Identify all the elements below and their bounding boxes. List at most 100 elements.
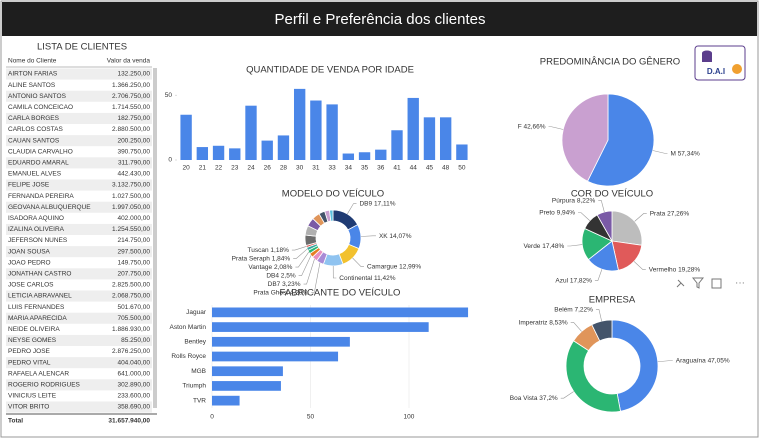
client-name: VINICIUS LEITE [8,393,57,400]
client-name: VITOR BRITO [8,404,49,411]
y-tick-label: Bentley [184,339,206,346]
sale-value: 2.706.750,00 [112,93,150,100]
pin-icon[interactable] [676,279,685,288]
x-tick-label: 48 [442,165,450,172]
sale-value: 2.876.250,00 [112,348,150,355]
x-tick-label: 50 [458,165,466,172]
client-name: LUIS FERNANDES [8,304,65,311]
logo-icon [702,53,712,62]
y-tick-label: 0 [168,157,172,164]
slice-name: Prata Seraph [232,255,271,262]
row-band [6,157,152,169]
bar [310,100,322,160]
sale-value: 1.714.550,00 [112,104,150,111]
bar [212,381,281,391]
slice-name: Vantage [248,264,272,271]
row-band [6,268,152,280]
y-tick-label: Rolls Royce [171,353,206,360]
slice-label: Prata 27,26% [650,210,690,217]
leader-line [347,203,357,215]
sale-value: 641.000,00 [117,370,150,377]
row-band [6,68,152,80]
total-label: Total [8,418,23,425]
slice [611,319,659,412]
client-name: RAFAELA ALENCAR [8,370,69,377]
visual-icons: ··· [676,277,745,289]
leader-line [311,262,321,293]
slice-label: DB7 3,23% [268,281,301,288]
client-name: LETICIA ABRAVANEL [8,293,72,300]
slice-label: Prata Seraph 1,84% [232,255,291,262]
x-tick-label: 31 [312,165,320,172]
more-icon[interactable]: ··· [735,278,745,289]
x-tick-label: 24 [247,165,255,172]
sale-value: 402.000,00 [117,215,150,222]
y-tick-label: Jaguar [186,309,207,316]
leader-line [567,244,583,247]
x-tick-label: 33 [328,165,336,172]
slice-value: 42,66% [523,123,545,130]
client-name: CAUAN SANTOS [8,137,60,144]
bar [423,117,436,160]
leader-line [548,126,564,130]
slice-value: 8,22% [577,197,596,204]
client-name: PEDRO JOSE [8,348,51,355]
chart-title: EMPRESA [589,295,636,306]
client-name: EDUARDO AMARAL [8,160,69,167]
x-tick-label: 34 [345,165,353,172]
client-name: FELIPE JOSE [8,182,50,189]
slice-value: 2,08% [274,264,293,271]
leader-line [570,322,582,332]
x-tick-label: 45 [426,165,434,172]
client-name: IZALINA OLIVEIRA [8,226,65,233]
client-name: CARLOS COSTAS [8,126,63,133]
leader-line [598,200,605,213]
y-tick-label: MGB [191,368,206,375]
leader-line [634,213,647,222]
leader-line [595,309,602,322]
slice-name: XK [379,233,388,240]
slice-name: M [670,150,675,157]
sale-value: 214.750,00 [117,237,150,244]
bar [229,148,241,160]
bar [196,147,209,160]
client-name: ANTONIO SANTOS [8,93,67,100]
slice-name: Tuscan [248,247,269,254]
sale-value: 207.750,00 [117,271,150,278]
bar [212,336,350,347]
leader-line [578,212,591,221]
filter-icon[interactable] [691,277,705,289]
client-name: JOAN SOUSA [8,248,51,255]
sale-value: 132.250,00 [117,71,150,78]
slice-label: DB9 17,11% [359,200,395,207]
bar [326,104,338,160]
bar [375,149,387,160]
sale-value: 1.997.050,00 [112,204,150,211]
slice-value: 19,28% [678,266,700,273]
slice-label: Azul 17,82% [555,277,592,284]
client-name: JOAO PEDRO [8,259,51,266]
slice-name: Camargue [367,263,398,270]
slice-label: Belém 7,22% [554,306,593,313]
slice-label: M 57,34% [670,150,700,157]
sale-value: 233.600,00 [117,393,150,400]
expand-icon[interactable] [711,278,722,289]
client-name: MARIA APARECIDA [8,315,67,322]
slice-value: 37,2% [539,395,558,402]
leader-line [332,265,337,279]
client-name: JEFERSON NUNES [8,237,68,244]
bar [407,97,419,160]
slice-label: Vermelho 19,28% [649,266,701,273]
leader-line [652,150,668,154]
bar [277,135,290,160]
client-name: GEOVANA ALBUQUERQUE [8,204,91,211]
y-tick-label: 50 [165,92,173,99]
scrollbar[interactable] [153,68,157,408]
column-header: Nome do Cliente [8,58,57,65]
bar [212,366,283,377]
slice-name: Vermelho [649,266,677,273]
leader-line [293,248,308,259]
row-band [6,246,152,258]
x-tick-label: 100 [404,414,415,421]
page-title: Perfil e Preferência dos clientes [275,11,486,28]
